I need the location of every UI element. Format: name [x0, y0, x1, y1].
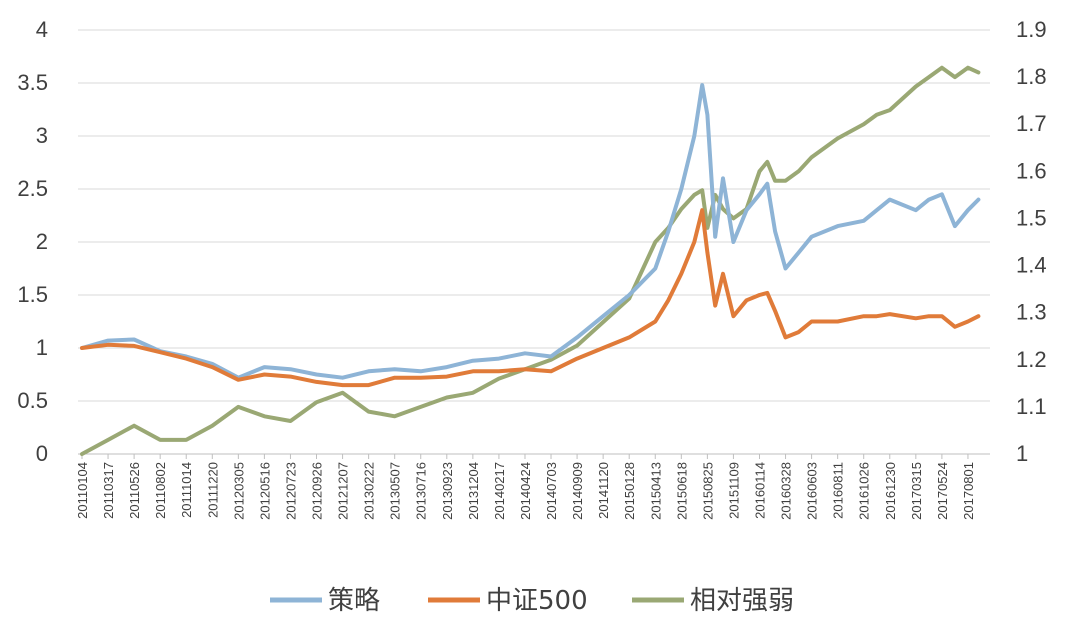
right-axis-tick-label: 1.7	[1016, 111, 1047, 136]
x-axis-tick-label: 20160603	[805, 462, 820, 520]
x-axis-tick-label: 20120305	[231, 462, 246, 520]
series-lines	[80, 65, 981, 456]
right-axis-tick-label: 1.5	[1016, 205, 1047, 230]
left-axis-tick-label: 1	[36, 335, 48, 360]
right-axis-tick-label: 1.1	[1016, 394, 1047, 419]
left-axis-tick-label: 0.5	[17, 388, 48, 413]
legend-label: 策略	[328, 586, 380, 616]
x-axis-tick-label: 20110526	[127, 462, 142, 519]
x-axis-tick-label: 20160811	[831, 462, 846, 519]
right-axis-tick-label: 1	[1016, 441, 1028, 466]
left-axis-tick-label: 1.5	[17, 282, 48, 307]
x-axis-tick-label: 20161026	[857, 462, 872, 520]
left-axis-tick-label: 2	[36, 229, 48, 254]
legend-label: 相对强弱	[690, 586, 794, 616]
legend-label: 中证500	[486, 586, 588, 616]
series-line-0	[80, 83, 981, 380]
x-axis-tick-label: 20111014	[179, 462, 194, 518]
x-axis-tick-label: 20110317	[101, 462, 116, 519]
right-axis-tick-label: 1.3	[1016, 300, 1047, 325]
right-axis-tick-label: 1.2	[1016, 347, 1047, 372]
x-axis-tick-label: 20130716	[414, 462, 429, 520]
x-axis-tick-label: 20120723	[283, 462, 298, 520]
x-axis-tick-label: 20150825	[700, 462, 715, 520]
x-axis-tick-label: 20130222	[362, 462, 377, 520]
x-axis-tick-label: 20140424	[518, 462, 533, 520]
x-axis-tick-label: 20130923	[440, 462, 455, 520]
x-axis-tick-label: 20161230	[883, 462, 898, 520]
x-axis-tick-label: 20170801	[961, 462, 976, 520]
left-axis-tick-label: 2.5	[17, 176, 48, 201]
right-axis-tick-label: 1.9	[1016, 17, 1047, 42]
x-axis-tick-label: 20151109	[726, 462, 741, 519]
right-axis-tick-label: 1.6	[1016, 158, 1047, 183]
left-axis-tick-label: 4	[36, 17, 48, 42]
x-axis-tick-label: 20170524	[935, 462, 950, 520]
left-axis-tick-label: 0	[36, 441, 48, 466]
series-line-1	[80, 208, 981, 388]
left-axis-tick-label: 3.5	[17, 70, 48, 95]
x-axis-tick-label: 20170315	[909, 462, 924, 520]
left-axis-tick-label: 3	[36, 123, 48, 148]
legend: 策略 中证500 相对强弱	[270, 586, 794, 616]
x-axis-tick-label: 20130507	[388, 462, 403, 520]
x-axis-tick-label: 20111220	[205, 462, 220, 518]
right-axis-tick-label: 1.8	[1016, 64, 1047, 89]
x-axis-tick-label: 20160114	[752, 462, 767, 519]
x-axis-tick-label: 20120926	[310, 462, 325, 520]
right-axis-ticks: 1 1.1 1.2 1.3 1.4 1.5 1.6 1.7 1.8 1.9	[1016, 17, 1047, 466]
right-axis-tick-label: 1.4	[1016, 253, 1047, 278]
x-axis-tick-label: 20110104	[75, 462, 90, 519]
x-axis-tick-label: 20140703	[544, 462, 559, 520]
x-axis-tick-label: 20120516	[257, 462, 272, 520]
x-axis-ticks: 20110104 20110317 20110526 20110802 20111014…	[75, 454, 976, 520]
x-axis-tick-label: 20140217	[492, 462, 507, 520]
x-axis-tick-label: 20150618	[674, 462, 689, 520]
x-axis-tick-label: 20110802	[153, 462, 168, 519]
x-axis-tick-label: 20141120	[596, 462, 611, 519]
left-axis-ticks: 0 0.5 1 1.5 2 2.5 3 3.5 4	[17, 17, 48, 466]
x-axis-tick-label: 20131204	[466, 462, 481, 520]
x-axis-tick-label: 20150413	[648, 462, 663, 520]
gridlines	[78, 29, 990, 455]
x-axis-tick-label: 20160328	[779, 462, 794, 520]
x-axis-tick-label: 20121207	[336, 462, 351, 520]
x-axis-tick-label: 20150128	[622, 462, 637, 520]
x-axis-tick-label: 20140909	[570, 462, 585, 520]
series-line-2	[80, 65, 981, 456]
